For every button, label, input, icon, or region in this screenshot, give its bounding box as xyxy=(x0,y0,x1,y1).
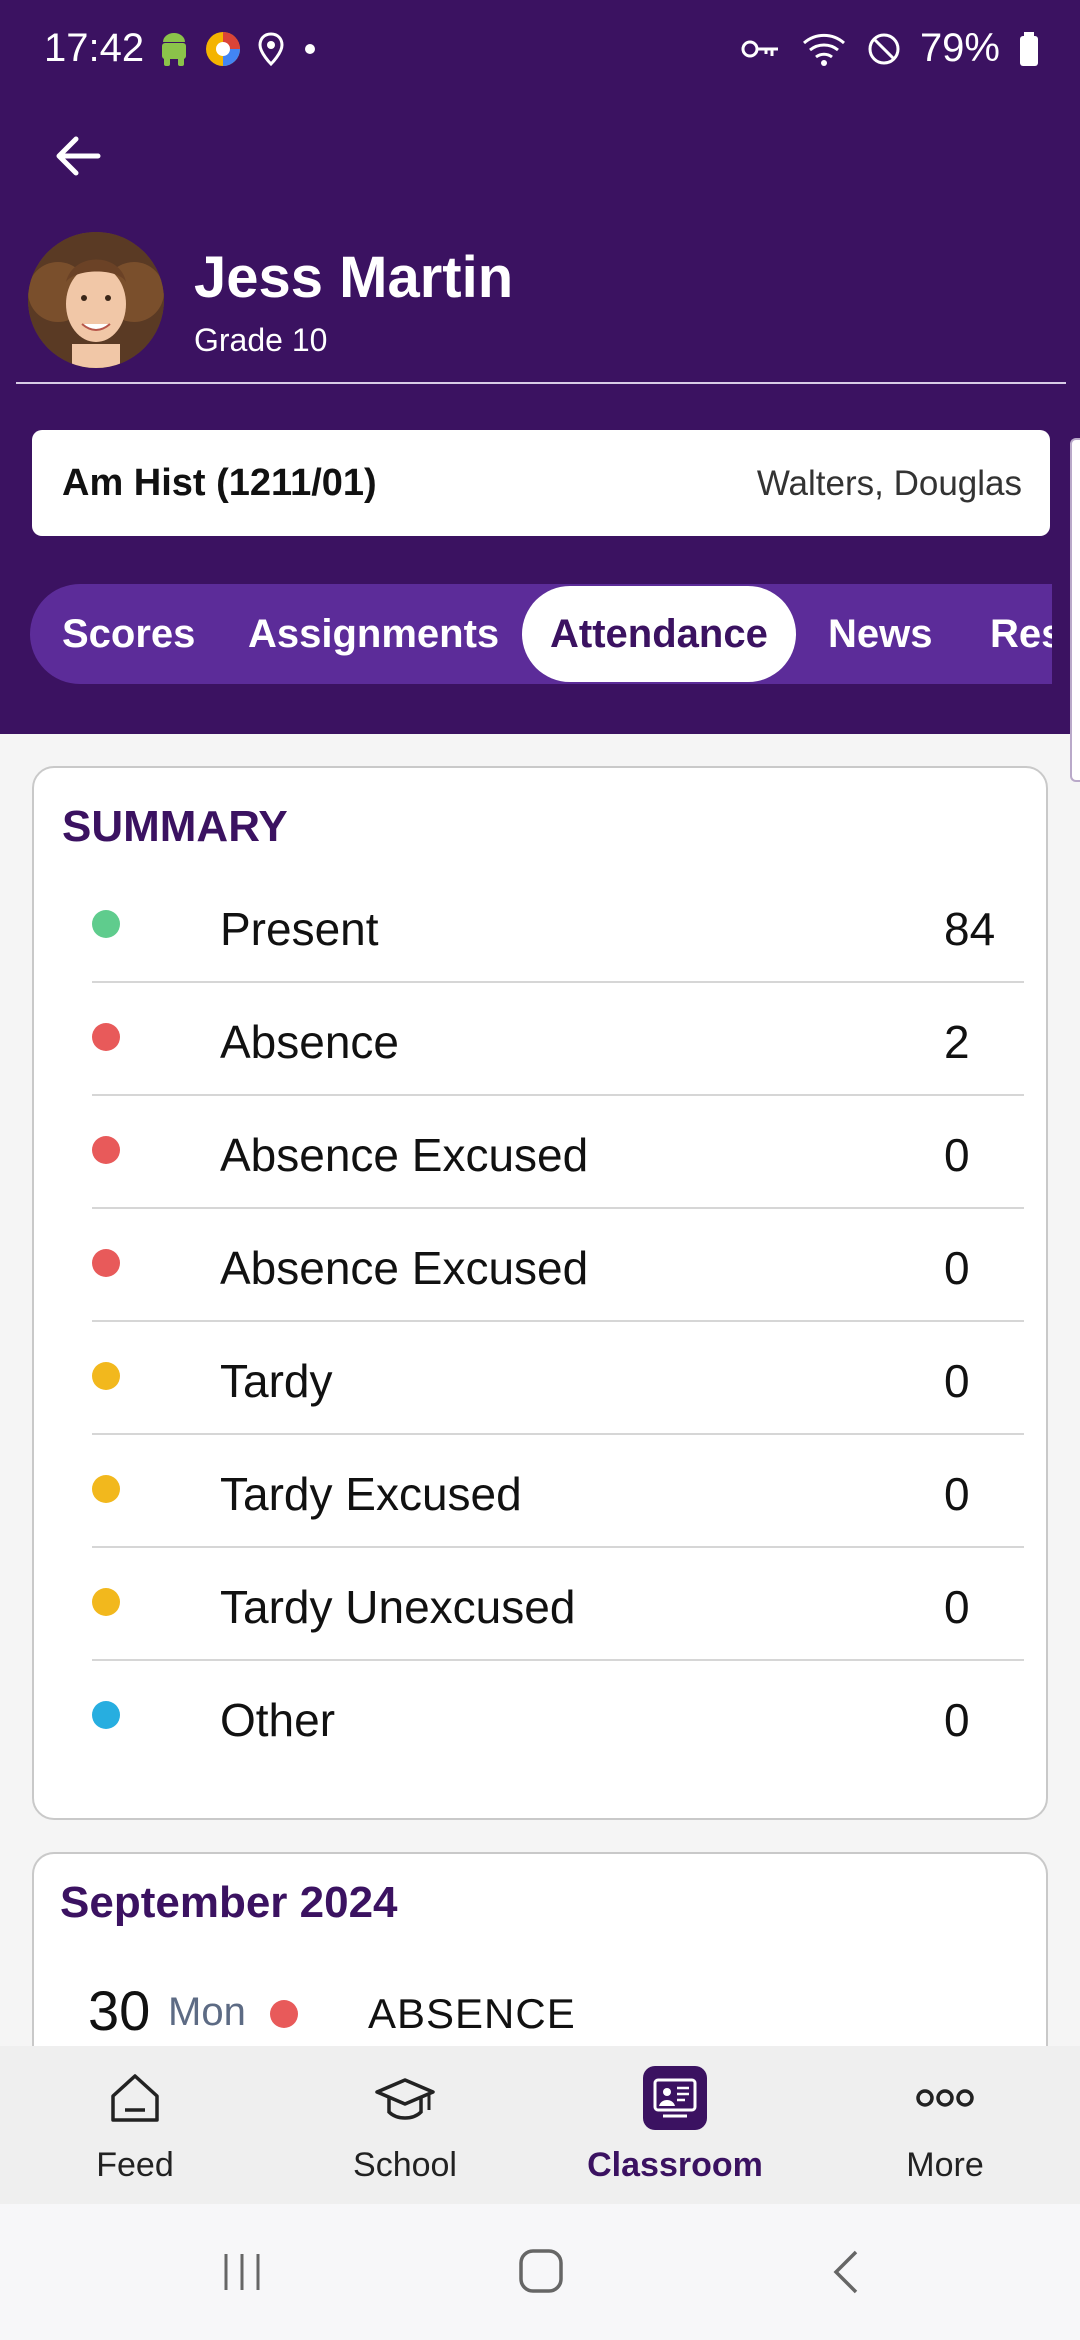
summary-title: SUMMARY xyxy=(62,802,288,851)
house-icon xyxy=(111,2074,159,2122)
status-dot xyxy=(92,1362,120,1390)
tab-assignments[interactable]: Assignments xyxy=(248,612,500,656)
list-item: Absence 2 xyxy=(92,981,1024,1096)
classroom-icon xyxy=(643,2066,707,2130)
nav-classroom[interactable]: Classroom xyxy=(540,2046,810,2204)
summary-label: Present xyxy=(220,903,379,955)
list-item: Present 84 xyxy=(92,868,1024,983)
status-dot xyxy=(92,910,120,938)
summary-label: Other xyxy=(220,1694,336,1746)
do-not-disturb-icon xyxy=(868,33,900,64)
summary-card: SUMMARY Present 84 Absence 2 Absence Excused… xyxy=(32,766,1048,1820)
summary-count: 84 xyxy=(944,903,996,955)
status-dot xyxy=(92,1588,120,1616)
recent-apps-icon[interactable] xyxy=(218,2248,266,2296)
status-dot xyxy=(92,1249,120,1277)
tab-bar: Scores Assignments Attendance News Res xyxy=(30,584,1052,684)
summary-count: 0 xyxy=(944,1694,970,1746)
status-notification-icons xyxy=(158,30,320,68)
status-dot xyxy=(92,1023,120,1051)
status-right: 79% xyxy=(740,26,1040,71)
summary-count: 2 xyxy=(944,1016,970,1068)
tab-news[interactable]: News xyxy=(828,612,933,656)
scroll-indicator xyxy=(1070,438,1080,782)
battery-percent: 79% xyxy=(919,26,1000,70)
location-icon xyxy=(258,32,284,67)
summary-label: Absence Excused xyxy=(220,1242,589,1294)
nav-feed[interactable]: Feed xyxy=(0,2046,270,2204)
header-divider xyxy=(16,382,1066,384)
list-item: Tardy Excused 0 xyxy=(92,1433,1024,1548)
list-item: Absence Excused 0 xyxy=(92,1207,1024,1322)
entry-day: 30 xyxy=(88,1979,151,2042)
graduation-cap-icon xyxy=(375,2078,435,2120)
tab-resources[interactable]: Res xyxy=(990,612,1052,656)
back-nav-icon[interactable] xyxy=(826,2248,866,2296)
list-item: Tardy 0 xyxy=(92,1320,1024,1435)
month-title: September 2024 xyxy=(60,1878,398,1927)
summary-count: 0 xyxy=(944,1355,970,1407)
nav-label-more: More xyxy=(906,2146,984,2184)
summary-label: Tardy xyxy=(220,1355,333,1407)
list-item: Tardy Unexcused 0 xyxy=(92,1546,1024,1661)
tab-scores[interactable]: Scores xyxy=(62,612,196,656)
summary-label: Absence Excused xyxy=(220,1129,589,1181)
home-icon[interactable] xyxy=(516,2246,566,2296)
entry-type: ABSENCE xyxy=(368,1990,576,2037)
status-time: 17:42 xyxy=(44,26,145,70)
app-notification-icon xyxy=(206,32,240,66)
avatar xyxy=(28,232,164,368)
status-dot xyxy=(92,1475,120,1503)
status-dot xyxy=(92,1136,120,1164)
class-selector[interactable]: Am Hist (1211/01) Walters, Douglas xyxy=(32,430,1050,536)
month-card: September 2024 30 Mon ABSENCE xyxy=(32,1852,1048,2052)
nav-label-classroom: Classroom xyxy=(587,2146,763,2184)
system-nav-bar xyxy=(0,2204,1080,2340)
nav-label-feed: Feed xyxy=(96,2146,174,2184)
tab-attendance[interactable]: Attendance xyxy=(522,586,796,682)
class-name: Am Hist (1211/01) xyxy=(62,462,377,504)
nav-label-school: School xyxy=(353,2146,457,2184)
student-grade: Grade 10 xyxy=(194,322,328,358)
summary-label: Tardy Excused xyxy=(220,1468,522,1520)
status-bar: 17:42 79% xyxy=(0,0,1080,100)
entry-weekday: Mon xyxy=(168,1990,246,2034)
back-arrow-icon[interactable] xyxy=(48,126,108,186)
student-name: Jess Martin xyxy=(194,245,514,310)
teacher-name: Walters, Douglas xyxy=(756,464,1022,503)
nav-more[interactable]: More xyxy=(810,2046,1080,2204)
summary-label: Absence xyxy=(220,1016,400,1068)
summary-count: 0 xyxy=(944,1242,970,1294)
bottom-nav: Feed School Classroom More xyxy=(0,2046,1080,2204)
entry-status-dot xyxy=(270,2000,298,2028)
battery-icon xyxy=(1020,31,1038,66)
header: 17:42 79% Jess Martin Grade xyxy=(0,0,1080,734)
dot-icon xyxy=(305,44,315,54)
more-dots-icon xyxy=(916,2089,974,2107)
wifi-icon xyxy=(802,33,845,66)
summary-count: 0 xyxy=(944,1581,970,1633)
summary-count: 0 xyxy=(944,1468,970,1520)
status-dot xyxy=(92,1701,120,1729)
summary-count: 0 xyxy=(944,1129,970,1181)
android-icon xyxy=(162,33,186,66)
nav-school[interactable]: School xyxy=(270,2046,540,2204)
summary-label: Tardy Unexcused xyxy=(220,1581,576,1633)
list-item: Other 0 xyxy=(92,1659,1024,1772)
list-item: Absence Excused 0 xyxy=(92,1094,1024,1209)
vpn-key-icon xyxy=(741,40,778,57)
